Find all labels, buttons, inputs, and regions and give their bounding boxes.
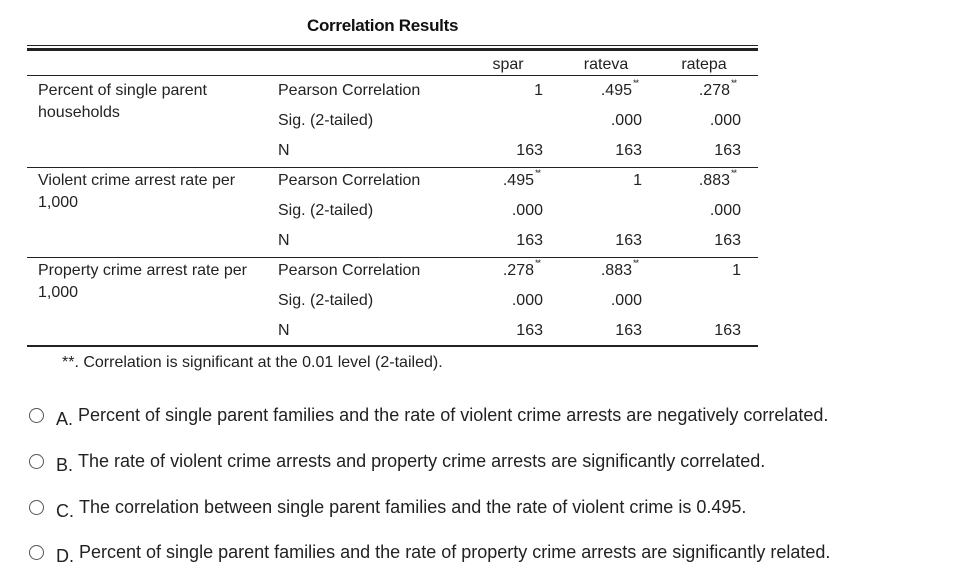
cell: 163 bbox=[615, 232, 642, 249]
group-rule-2 bbox=[27, 257, 758, 258]
stat-label: Pearson Correlation bbox=[278, 82, 421, 99]
stat-label: N bbox=[278, 322, 290, 339]
option-text: The correlation between single parent fa… bbox=[79, 497, 747, 517]
bottom-rule bbox=[27, 345, 758, 347]
cell: 1 bbox=[534, 82, 543, 99]
cell: .000 bbox=[610, 112, 642, 129]
option-letter: C. bbox=[56, 501, 74, 521]
cell: .278** bbox=[502, 258, 541, 279]
cell: 163 bbox=[615, 322, 642, 339]
option-letter: D. bbox=[56, 546, 74, 566]
radio-button-d[interactable] bbox=[29, 545, 44, 560]
table-footnote: **. Correlation is significant at the 0.… bbox=[62, 354, 443, 371]
col-header-spar: spar bbox=[492, 56, 524, 73]
option-d[interactable]: D. Percent of single parent families and… bbox=[29, 542, 831, 566]
radio-button-c[interactable] bbox=[29, 500, 44, 515]
col-header-ratepa: ratepa bbox=[681, 56, 727, 73]
top-rule-thick bbox=[27, 48, 758, 51]
option-text: The rate of violent crime arrests and pr… bbox=[78, 451, 766, 471]
stat-label: Pearson Correlation bbox=[278, 172, 421, 189]
option-letter: B. bbox=[56, 455, 74, 475]
option-text: Percent of single parent families and th… bbox=[78, 405, 829, 425]
cell: .883** bbox=[600, 258, 639, 279]
option-text: Percent of single parent families and th… bbox=[79, 542, 831, 562]
cell: .495** bbox=[600, 78, 639, 99]
option-a[interactable]: A. Percent of single parent families and… bbox=[29, 405, 829, 429]
cell: 163 bbox=[714, 142, 741, 159]
row-label-single-parent: Percent of single parent households bbox=[38, 82, 207, 121]
col-header-rateva: rateva bbox=[583, 56, 629, 73]
significance-marker: ** bbox=[534, 258, 541, 268]
cell: .000 bbox=[511, 292, 543, 309]
radio-button-a[interactable] bbox=[29, 408, 44, 423]
cell: 163 bbox=[516, 322, 543, 339]
cell: .883** bbox=[698, 168, 737, 189]
option-letter: A. bbox=[56, 409, 74, 429]
significance-marker: ** bbox=[730, 168, 737, 178]
cell: .000 bbox=[511, 202, 543, 219]
stat-label: Sig. (2-tailed) bbox=[278, 112, 374, 129]
cell: 163 bbox=[516, 232, 543, 249]
cell: .278** bbox=[698, 78, 737, 99]
significance-marker: ** bbox=[534, 168, 541, 178]
stat-label: Sig. (2-tailed) bbox=[278, 202, 374, 219]
significance-marker: ** bbox=[730, 78, 737, 88]
cell: 163 bbox=[714, 322, 741, 339]
stat-label: Sig. (2-tailed) bbox=[278, 292, 374, 309]
significance-marker: ** bbox=[632, 78, 639, 88]
cell: 1 bbox=[732, 262, 741, 279]
cell: 1 bbox=[633, 172, 642, 189]
header-rule bbox=[27, 75, 758, 76]
cell: .000 bbox=[610, 292, 642, 309]
cell: .495** bbox=[502, 168, 541, 189]
stat-label: N bbox=[278, 232, 290, 249]
cell: 163 bbox=[714, 232, 741, 249]
row-label-property-crime: Property crime arrest rate per 1,000 bbox=[38, 262, 247, 301]
table-title: Correlation Results bbox=[307, 16, 459, 35]
group-rule-1 bbox=[27, 167, 758, 168]
stat-label: N bbox=[278, 142, 290, 159]
significance-marker: ** bbox=[632, 258, 639, 268]
cell: 163 bbox=[516, 142, 543, 159]
cell: 163 bbox=[615, 142, 642, 159]
radio-button-b[interactable] bbox=[29, 454, 44, 469]
row-label-violent-crime: Violent crime arrest rate per 1,000 bbox=[38, 172, 236, 211]
option-c[interactable]: C. The correlation between single parent… bbox=[29, 497, 747, 521]
cell: .000 bbox=[709, 112, 741, 129]
stat-label: Pearson Correlation bbox=[278, 262, 421, 279]
cell: .000 bbox=[709, 202, 741, 219]
option-b[interactable]: B. The rate of violent crime arrests and… bbox=[29, 451, 766, 475]
top-rule bbox=[27, 45, 758, 46]
